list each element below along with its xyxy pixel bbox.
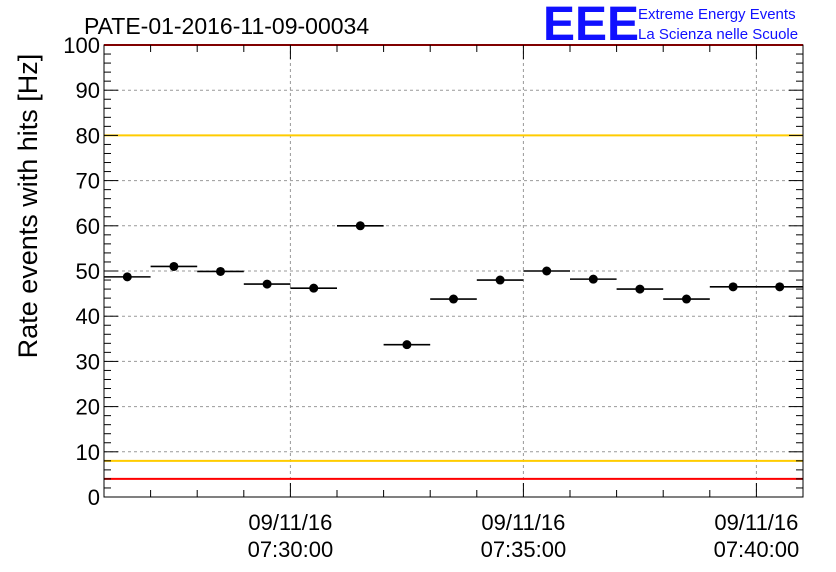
eee-logo-line1: Extreme Energy Events bbox=[638, 6, 796, 23]
data-point bbox=[449, 294, 458, 304]
y-tick-label: 80 bbox=[76, 123, 100, 148]
y-tick-label: 30 bbox=[76, 349, 100, 374]
data-point bbox=[309, 283, 319, 293]
data-point bbox=[728, 282, 738, 292]
y-tick-label: 40 bbox=[76, 304, 100, 329]
x-tick-date-label: 09/11/16 bbox=[248, 510, 332, 535]
y-tick-label: 60 bbox=[76, 214, 100, 239]
data-point bbox=[588, 274, 598, 284]
data-point bbox=[216, 266, 225, 276]
x-tick-date-label: 09/11/16 bbox=[714, 510, 798, 535]
y-tick-label: 10 bbox=[76, 440, 100, 465]
data-point bbox=[262, 279, 272, 289]
data-point bbox=[775, 282, 785, 292]
chart-title: PATE-01-2016-11-09-00034 bbox=[84, 13, 369, 39]
data-point bbox=[682, 294, 691, 304]
eee-logo-line2: La Scienza nelle Scuole bbox=[638, 26, 798, 43]
y-tick-label: 100 bbox=[63, 33, 100, 58]
data-point bbox=[169, 261, 179, 271]
eee-logo-mark: EEE bbox=[543, 0, 639, 51]
reference-lines bbox=[104, 44, 803, 480]
y-tick-label: 0 bbox=[88, 485, 100, 510]
x-tick-time-label: 07:30:00 bbox=[248, 537, 334, 562]
data-points bbox=[104, 221, 803, 350]
x-tick-time-label: 07:40:00 bbox=[714, 537, 800, 562]
eee-logo: EEE Extreme Energy Events La Scienza nel… bbox=[543, 0, 798, 51]
data-point bbox=[402, 340, 412, 350]
y-tick-label: 90 bbox=[76, 78, 100, 103]
data-point bbox=[635, 284, 645, 294]
x-tick-time-label: 07:35:00 bbox=[481, 537, 567, 562]
y-tick-label: 20 bbox=[76, 395, 100, 420]
y-axis-label: Rate events with hits [Hz] bbox=[13, 54, 43, 359]
y-tick-label: 50 bbox=[76, 259, 100, 284]
data-point bbox=[355, 221, 365, 231]
data-point bbox=[122, 272, 132, 282]
data-point bbox=[542, 266, 552, 276]
x-axis: 09/11/1607:30:0009/11/1607:35:0009/11/16… bbox=[103, 45, 804, 562]
y-axis: 0 10 20 30 40 50 60 70 80 90 100 bbox=[63, 33, 803, 510]
x-tick-date-label: 09/11/16 bbox=[481, 510, 565, 535]
y-tick-label: 70 bbox=[76, 169, 100, 194]
data-point bbox=[495, 275, 505, 285]
